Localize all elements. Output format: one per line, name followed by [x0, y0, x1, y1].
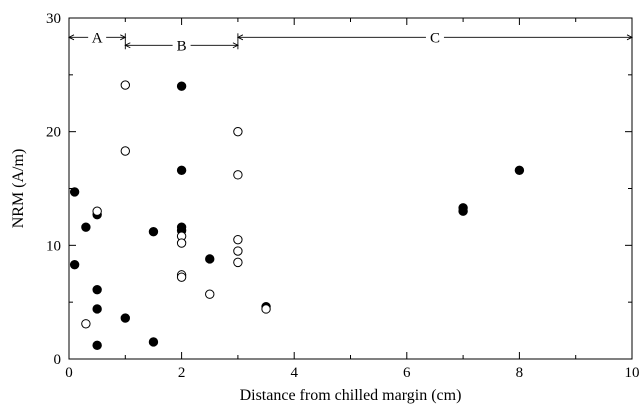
open-data-point: [176, 238, 187, 248]
x-tick-label: 8: [516, 365, 524, 381]
y-axis-title: NRM (A/m): [10, 149, 27, 229]
open-data-point: [176, 272, 187, 282]
filled-data-point: [148, 226, 159, 237]
y-axis: 0 10 20 30: [46, 11, 632, 368]
zone-arrow-start: [67, 34, 75, 41]
filled-data-point: [514, 165, 525, 176]
x-tick-label: 6: [403, 365, 411, 381]
plot-frame: [68, 17, 633, 360]
y-tick-label: 0: [54, 352, 62, 368]
x-axis-title: Distance from chilled margin (cm): [240, 387, 462, 404]
x-axis: 0 2 4 6 8 10: [65, 18, 640, 381]
plot-border: [68, 17, 633, 360]
filled-data-point: [92, 304, 102, 314]
x-tick-label: 10: [625, 365, 640, 381]
open-data-point: [92, 206, 102, 216]
zone-arrow-end: [626, 34, 634, 41]
filled-data-point: [92, 284, 102, 295]
open-data-point: [120, 80, 131, 90]
filled-data-point: [176, 165, 187, 176]
zone-label: B: [177, 38, 187, 54]
zone-arrow-end: [232, 42, 239, 49]
data-points: [69, 80, 525, 351]
filled-data-point: [148, 337, 159, 347]
zone-a: A: [67, 30, 127, 46]
zone-arrow-start: [236, 34, 244, 41]
x-tick-label: 2: [178, 365, 186, 381]
filled-data-point: [69, 259, 80, 270]
zone-arrow-end: [120, 34, 127, 41]
x-tick-label: 4: [290, 365, 298, 381]
filled-data-point: [120, 313, 131, 323]
open-data-point: [233, 126, 243, 137]
filled-data-point: [205, 254, 215, 264]
open-data-point: [261, 304, 271, 314]
open-data-point: [205, 289, 215, 299]
y-tick-label: 10: [46, 238, 61, 254]
open-data-point: [233, 257, 243, 268]
zone-label: A: [92, 30, 103, 46]
open-data-point: [233, 170, 243, 180]
zone-annotations: A B C: [67, 30, 634, 54]
open-data-point: [120, 146, 131, 156]
zone-arrow-start: [124, 42, 131, 49]
filled-data-point: [69, 187, 80, 197]
y-tick-label: 30: [46, 11, 61, 27]
filled-data-point: [458, 206, 468, 216]
x-tick-label: 0: [65, 365, 73, 381]
open-data-point: [233, 234, 243, 245]
zone-b: B: [124, 38, 239, 54]
open-data-point: [81, 319, 91, 329]
zone-label: C: [430, 30, 440, 46]
open-data-point: [233, 246, 243, 256]
y-tick-label: 20: [46, 125, 61, 141]
filled-data-point: [176, 81, 187, 91]
filled-data-point: [81, 222, 91, 232]
filled-data-point: [92, 340, 102, 351]
zone-c: C: [236, 30, 634, 46]
